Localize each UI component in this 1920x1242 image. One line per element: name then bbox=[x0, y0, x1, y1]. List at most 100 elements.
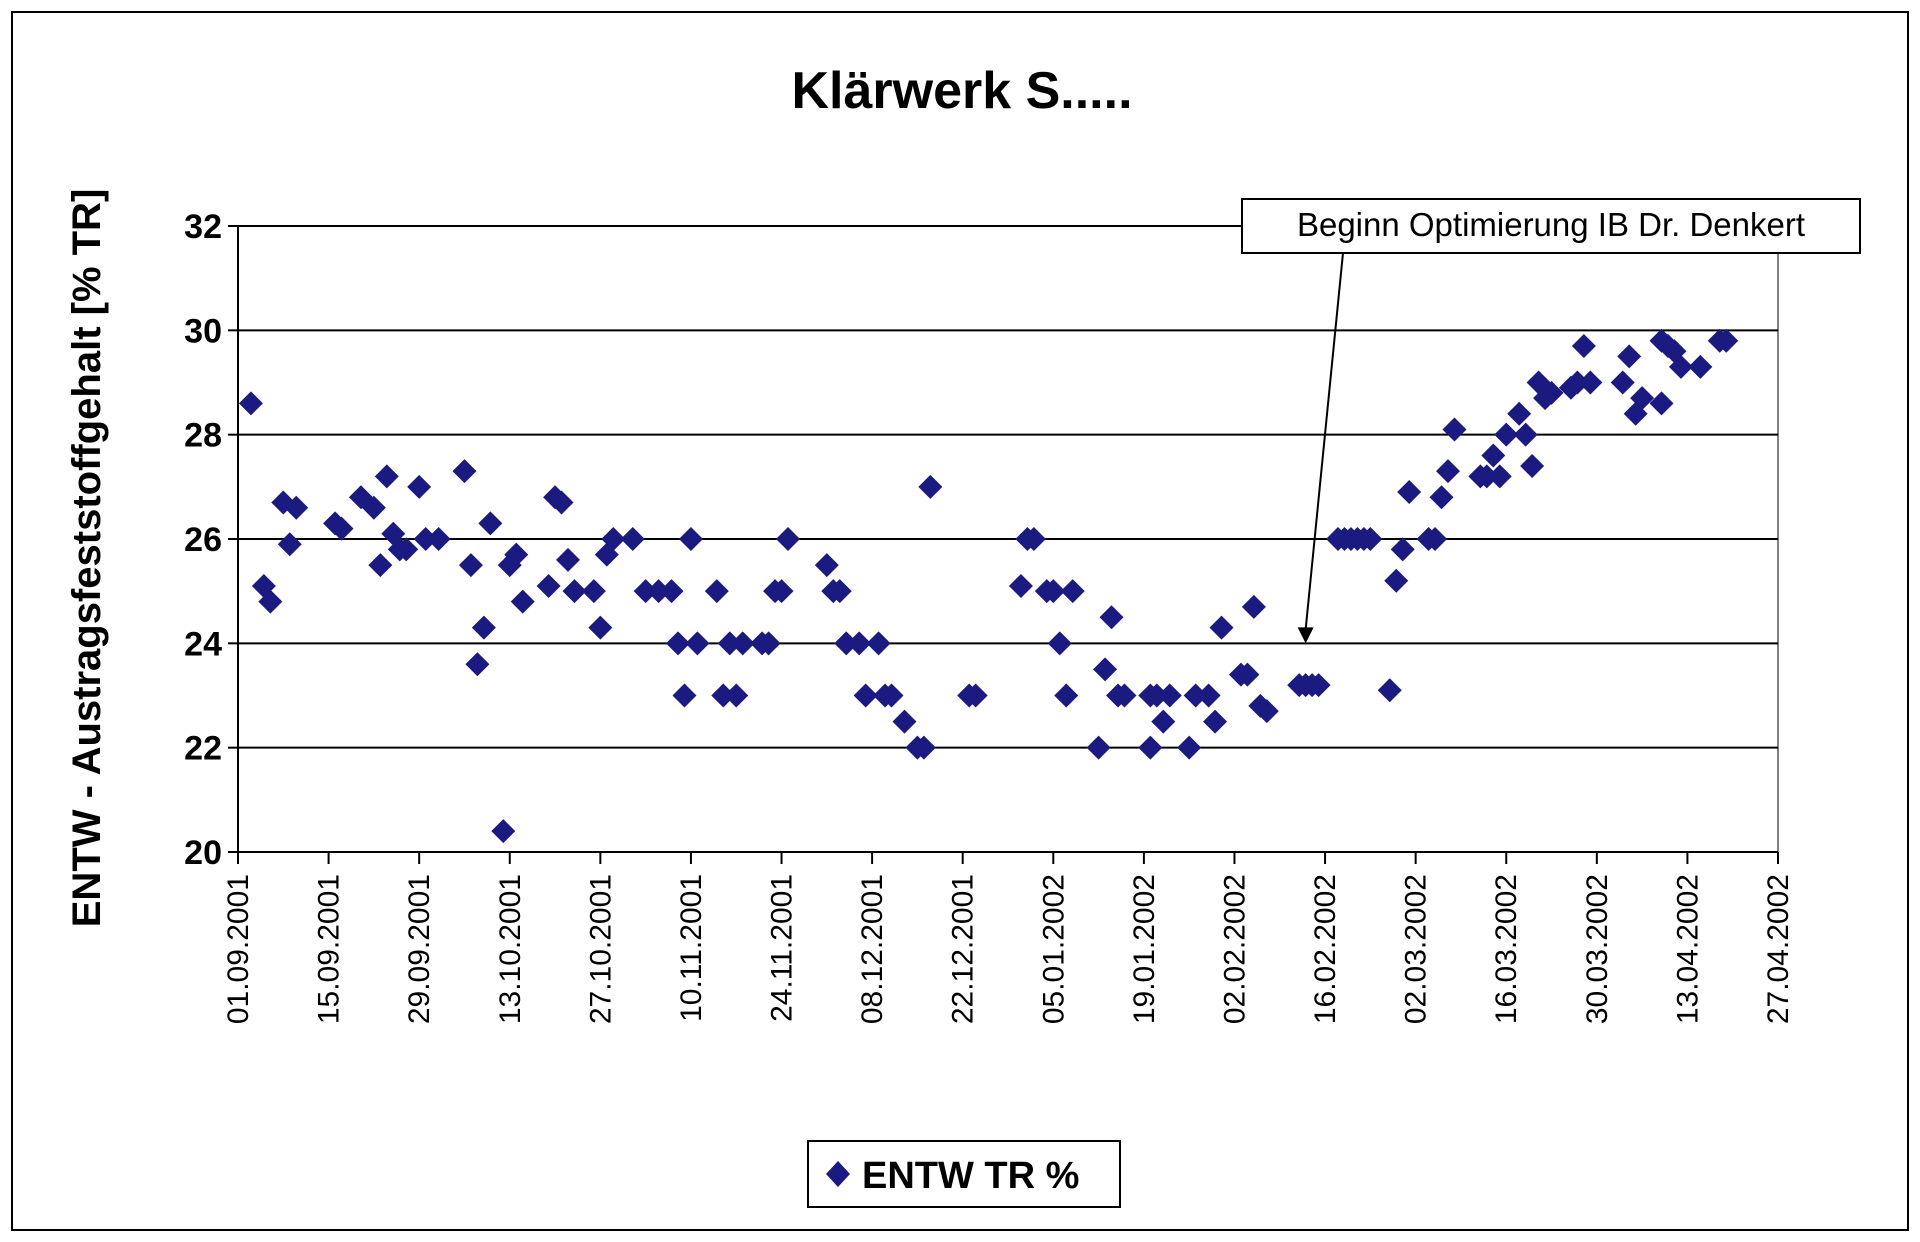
data-point bbox=[465, 652, 490, 677]
data-point bbox=[329, 516, 354, 541]
data-point bbox=[1144, 683, 1169, 708]
data-point bbox=[258, 589, 283, 614]
data-point bbox=[1254, 699, 1279, 724]
legend-marker-diamond bbox=[826, 1161, 850, 1187]
data-point bbox=[1578, 370, 1603, 395]
x-tick-label: 02.03.2002 bbox=[1400, 874, 1433, 1024]
data-point bbox=[471, 615, 496, 640]
data-point bbox=[277, 532, 302, 557]
data-point bbox=[711, 683, 736, 708]
data-point bbox=[1241, 594, 1266, 619]
data-point bbox=[1384, 568, 1409, 593]
chart-title: Klärwerk S..... bbox=[791, 62, 1132, 120]
y-tick-label: 24 bbox=[184, 625, 222, 663]
y-ticks: 20 22 24 26 28 30 32 bbox=[184, 208, 238, 872]
data-point bbox=[866, 631, 891, 656]
data-point bbox=[1306, 673, 1331, 698]
data-point bbox=[633, 579, 658, 604]
annotation-box bbox=[1241, 198, 1861, 254]
x-tick-label: 01.09.2001 bbox=[222, 874, 255, 1024]
data-point bbox=[1099, 605, 1124, 630]
data-point bbox=[1060, 579, 1085, 604]
data-point bbox=[601, 527, 626, 551]
data-point bbox=[776, 527, 800, 551]
x-tick-label: 13.10.2001 bbox=[494, 874, 527, 1024]
data-point bbox=[1617, 344, 1642, 369]
data-point bbox=[1688, 354, 1713, 379]
data-point bbox=[1157, 683, 1182, 708]
y-axis-label: ENTW - Austragsfeststoffgehalt [% TR] bbox=[65, 189, 109, 928]
data-point bbox=[1442, 417, 1467, 442]
y-tick-label: 28 bbox=[184, 417, 222, 455]
y-tick-label: 30 bbox=[184, 312, 222, 350]
data-point bbox=[1397, 480, 1422, 505]
data-point bbox=[491, 819, 516, 844]
annotation: Beginn Optimierung IB Dr. Denkert bbox=[1241, 198, 1861, 644]
data-point bbox=[1481, 443, 1506, 468]
data-point bbox=[588, 615, 613, 640]
data-point bbox=[1714, 328, 1739, 353]
data-point bbox=[1520, 453, 1545, 478]
legend-label: ENTW TR % bbox=[862, 1155, 1079, 1197]
data-point bbox=[1474, 464, 1499, 489]
data-point bbox=[1151, 709, 1176, 734]
data-point bbox=[1054, 683, 1079, 708]
data-point bbox=[911, 735, 936, 760]
annotation-arrow-line bbox=[1304, 252, 1344, 630]
x-tick-label: 30.03.2002 bbox=[1581, 874, 1614, 1024]
data-point bbox=[717, 631, 742, 656]
data-point bbox=[1649, 391, 1674, 416]
data-point bbox=[847, 631, 872, 656]
data-point bbox=[581, 579, 606, 604]
x-tick-label: 08.12.2001 bbox=[856, 874, 889, 1024]
data-point bbox=[659, 579, 684, 604]
data-point bbox=[1539, 380, 1564, 405]
data-point bbox=[1021, 527, 1046, 551]
data-point bbox=[1235, 662, 1260, 687]
x-tick-label: 16.02.2002 bbox=[1309, 874, 1342, 1024]
data-point bbox=[1047, 631, 1072, 656]
x-tick-label: 27.04.2002 bbox=[1762, 874, 1795, 1024]
data-point bbox=[478, 511, 503, 536]
data-point bbox=[769, 579, 794, 604]
data-point bbox=[407, 474, 432, 499]
data-point bbox=[1487, 464, 1512, 489]
data-point bbox=[368, 553, 393, 578]
data-point bbox=[426, 527, 451, 551]
data-point bbox=[1429, 485, 1454, 510]
data-point bbox=[879, 683, 904, 708]
data-point bbox=[814, 553, 839, 578]
data-point bbox=[666, 631, 690, 656]
data-point bbox=[1513, 422, 1538, 447]
data-point bbox=[918, 474, 943, 499]
data-point bbox=[620, 527, 645, 551]
data-point bbox=[1008, 573, 1033, 598]
x-tick-label: 02.02.2002 bbox=[1218, 874, 1251, 1024]
data-point bbox=[1436, 459, 1460, 484]
data-point bbox=[646, 579, 671, 604]
data-point bbox=[685, 631, 710, 656]
x-tick-label: 24.11.2001 bbox=[766, 874, 799, 1022]
data-point bbox=[1358, 527, 1383, 551]
data-point bbox=[827, 579, 852, 604]
data-point bbox=[730, 631, 755, 656]
data-point bbox=[756, 631, 781, 656]
x-tick-label: 10.11.2001 bbox=[675, 874, 708, 1022]
x-tick-label: 27.10.2001 bbox=[584, 874, 617, 1024]
x-tick-label: 16.03.2002 bbox=[1490, 874, 1523, 1024]
data-point bbox=[1565, 370, 1590, 395]
x-tick-label: 15.09.2001 bbox=[313, 874, 346, 1024]
y-tick-label: 26 bbox=[184, 521, 222, 559]
data-point bbox=[672, 683, 697, 708]
data-point bbox=[1112, 683, 1137, 708]
data-point bbox=[458, 553, 483, 578]
data-point bbox=[1183, 683, 1208, 708]
data-point bbox=[1494, 422, 1519, 447]
legend: ENTW TR % bbox=[807, 1140, 1121, 1208]
data-point bbox=[1668, 354, 1693, 379]
data-point bbox=[1196, 683, 1221, 708]
data-point bbox=[1138, 735, 1163, 760]
data-point bbox=[1507, 401, 1532, 426]
x-tick-label: 13.04.2002 bbox=[1671, 874, 1704, 1024]
